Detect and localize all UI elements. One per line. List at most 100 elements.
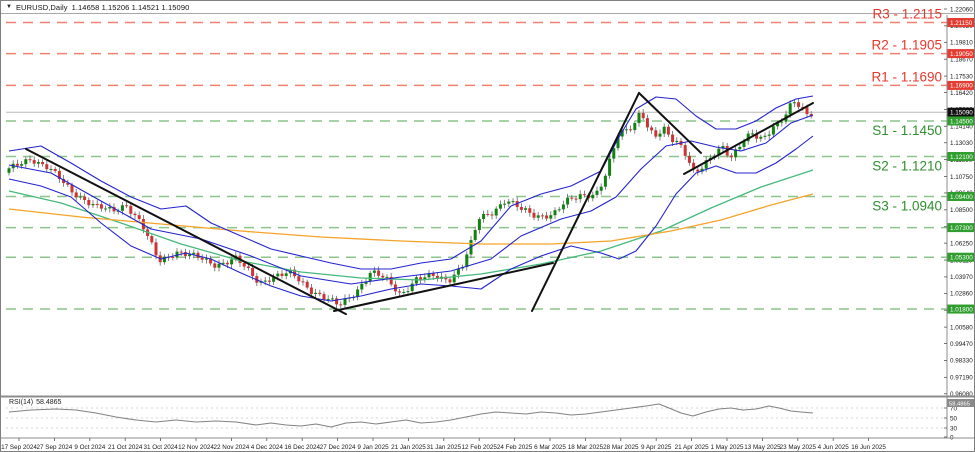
price-axis-label: 1.19810	[950, 40, 973, 47]
candle-bear	[171, 257, 175, 259]
candle-bull	[557, 209, 561, 211]
candle-bear	[377, 270, 381, 276]
ma-green-line[interactable]	[8, 169, 814, 281]
price-axis-label: 0.98330	[950, 358, 973, 365]
candle-bull	[368, 272, 372, 282]
candle-bull	[406, 291, 410, 293]
x-axis-label: 27 Dec 2024	[320, 444, 356, 451]
price-axis-label: 1.06250	[950, 240, 973, 247]
rsi-axis-label: 50	[950, 415, 958, 422]
candle-bear	[335, 298, 339, 305]
candle-bear	[87, 199, 91, 206]
candle-bear	[532, 212, 536, 218]
candle-bear	[339, 304, 343, 306]
candle-bull	[314, 292, 318, 295]
support-axis-extra-0-badge: 1.07300	[950, 225, 973, 232]
candle-bull	[759, 136, 763, 139]
ma-orange-line[interactable]	[8, 193, 814, 245]
bollinger-middle-band[interactable]	[8, 114, 814, 285]
trendline-2[interactable]	[333, 261, 554, 312]
resistance-label-R2[interactable]: R2 - 1.1905	[871, 38, 942, 53]
trendline-5[interactable]	[683, 102, 814, 175]
x-axis-label: 12 Nov 2024	[178, 444, 214, 451]
candle-bull	[120, 205, 124, 211]
rsi-line[interactable]	[8, 403, 814, 428]
candle-bull	[763, 135, 767, 137]
x-axis-label: 31 Jan 2025	[426, 444, 461, 451]
candle-bear	[179, 251, 183, 253]
time-axis[interactable]: 17 Sep 2024 27 Sep 2024 9 Oct 2024 21 Oct 2…	[1, 437, 975, 451]
candle-bull	[498, 204, 502, 209]
candlestick-series	[7, 98, 813, 309]
candle-bear	[66, 183, 70, 185]
candle-bear	[133, 213, 137, 216]
candle-bear	[154, 242, 158, 256]
candle-bull	[343, 298, 347, 305]
x-axis-label: 4 Jun 2025	[818, 444, 850, 451]
candle-bull	[616, 136, 620, 149]
candle-bear	[574, 198, 578, 200]
trendline-3[interactable]	[531, 91, 640, 312]
candle-bull	[360, 283, 364, 290]
candle-bull	[591, 194, 595, 199]
candle-bear	[53, 168, 57, 171]
ohlc-readout: 1.14658 1.15206 1.14521 1.15090	[71, 2, 190, 12]
candle-bull	[465, 254, 469, 267]
candle-bear	[671, 134, 675, 143]
candle-bear	[696, 169, 700, 172]
candle-bull	[746, 133, 750, 142]
resistance-label-R1[interactable]: R1 - 1.1690	[871, 69, 942, 84]
candle-bull	[204, 258, 208, 260]
candle-bull	[771, 126, 775, 135]
candle-bull	[700, 168, 704, 172]
sr-level-lines[interactable]	[6, 21, 947, 310]
candle-bull	[767, 134, 771, 136]
candle-bear	[729, 155, 733, 158]
trendline-1[interactable]	[25, 147, 347, 316]
rsi-name: RSI(14)	[9, 399, 34, 406]
candle-bull	[330, 298, 334, 300]
bollinger-lower-band[interactable]	[8, 135, 814, 302]
resistance-axis-R2-badge-bg	[947, 49, 974, 59]
candle-bull	[175, 251, 179, 258]
candle-bull	[721, 146, 725, 149]
support-label-S1[interactable]: S1 - 1.1450	[872, 123, 942, 138]
candle-bull	[511, 201, 515, 203]
price-axis-label: 1.08500	[950, 207, 973, 214]
candle-bear	[112, 207, 116, 212]
rsi-axis-label: 70	[950, 405, 958, 412]
candle-bull	[108, 207, 112, 209]
chart-titlebar[interactable]: ▼ EURUSD,Daily 1.14658 1.15206 1.14521 1…	[1, 1, 974, 14]
support-axis-S3-badge-bg	[947, 191, 974, 201]
candle-bull	[662, 126, 666, 134]
candle-bull	[553, 210, 557, 216]
resistance-label-R3[interactable]: R3 - 1.2115	[872, 6, 942, 21]
candle-bull	[7, 168, 11, 173]
x-axis-label: 9 Oct 2024	[74, 444, 105, 451]
support-axis-extra-2-badge-bg	[947, 304, 974, 314]
support-axis-S1-badge: 1.14500	[950, 118, 973, 125]
window-collapse-icon[interactable]: ▼	[6, 4, 12, 10]
price-axis[interactable]: 1.220601.209201.198101.186701.175301.164…	[944, 6, 975, 438]
current-price-axis-badge-bg	[947, 107, 974, 117]
candle-bear	[797, 102, 801, 107]
support-label-S3[interactable]: S3 - 1.0940	[872, 198, 942, 213]
x-axis-label: 16 Dec 2024	[284, 444, 320, 451]
candle-bull	[792, 102, 796, 104]
candle-bull	[776, 122, 780, 127]
bollinger-upper-band[interactable]	[8, 95, 814, 270]
candle-bear	[486, 213, 490, 215]
candle-bull	[612, 148, 616, 159]
candle-bull	[162, 256, 166, 263]
candle-bear	[545, 215, 549, 219]
candle-bear	[398, 291, 402, 293]
candle-bear	[32, 160, 36, 164]
candle-bear	[15, 163, 19, 166]
x-axis-label: 1 May 2025	[711, 444, 744, 451]
trendline-4[interactable]	[638, 91, 702, 154]
support-label-S2[interactable]: S2 - 1.1210	[872, 159, 942, 174]
rsi-value: 58.4865	[36, 399, 62, 406]
candle-bull	[410, 283, 414, 292]
